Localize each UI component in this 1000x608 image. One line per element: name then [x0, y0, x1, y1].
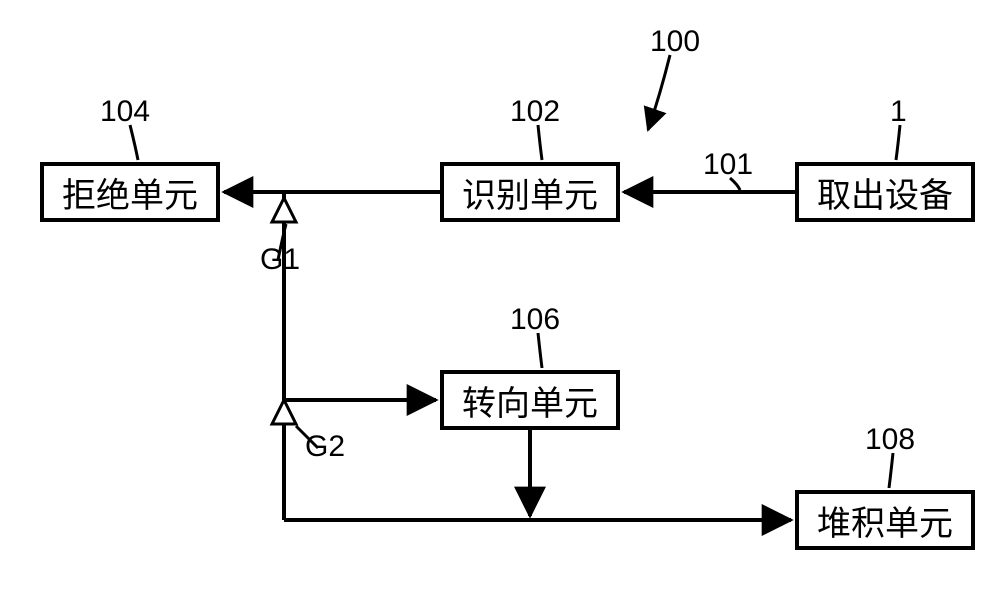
box-recognize-label: 识别单元	[462, 168, 598, 217]
ref-1: 1	[890, 95, 907, 129]
box-takeout: 取出设备	[795, 162, 975, 222]
ref-101: 101	[703, 148, 753, 182]
ref-106: 106	[510, 303, 560, 337]
box-turn-label: 转向单元	[462, 376, 598, 425]
box-reject-label: 拒绝单元	[62, 168, 198, 217]
box-stack: 堆积单元	[795, 490, 975, 550]
box-takeout-label: 取出设备	[817, 168, 953, 217]
box-turn: 转向单元	[440, 370, 620, 430]
label-g1: G1	[260, 243, 300, 277]
ref-100: 100	[650, 25, 700, 59]
box-recognize: 识别单元	[440, 162, 620, 222]
diagram-canvas: 拒绝单元 识别单元 取出设备 转向单元 堆积单元 100 104 102 101…	[0, 0, 1000, 608]
box-reject: 拒绝单元	[40, 162, 220, 222]
ref-108: 108	[865, 423, 915, 457]
ref-104: 104	[100, 95, 150, 129]
label-g2: G2	[305, 430, 345, 464]
ref-102: 102	[510, 95, 560, 129]
box-stack-label: 堆积单元	[817, 496, 953, 545]
